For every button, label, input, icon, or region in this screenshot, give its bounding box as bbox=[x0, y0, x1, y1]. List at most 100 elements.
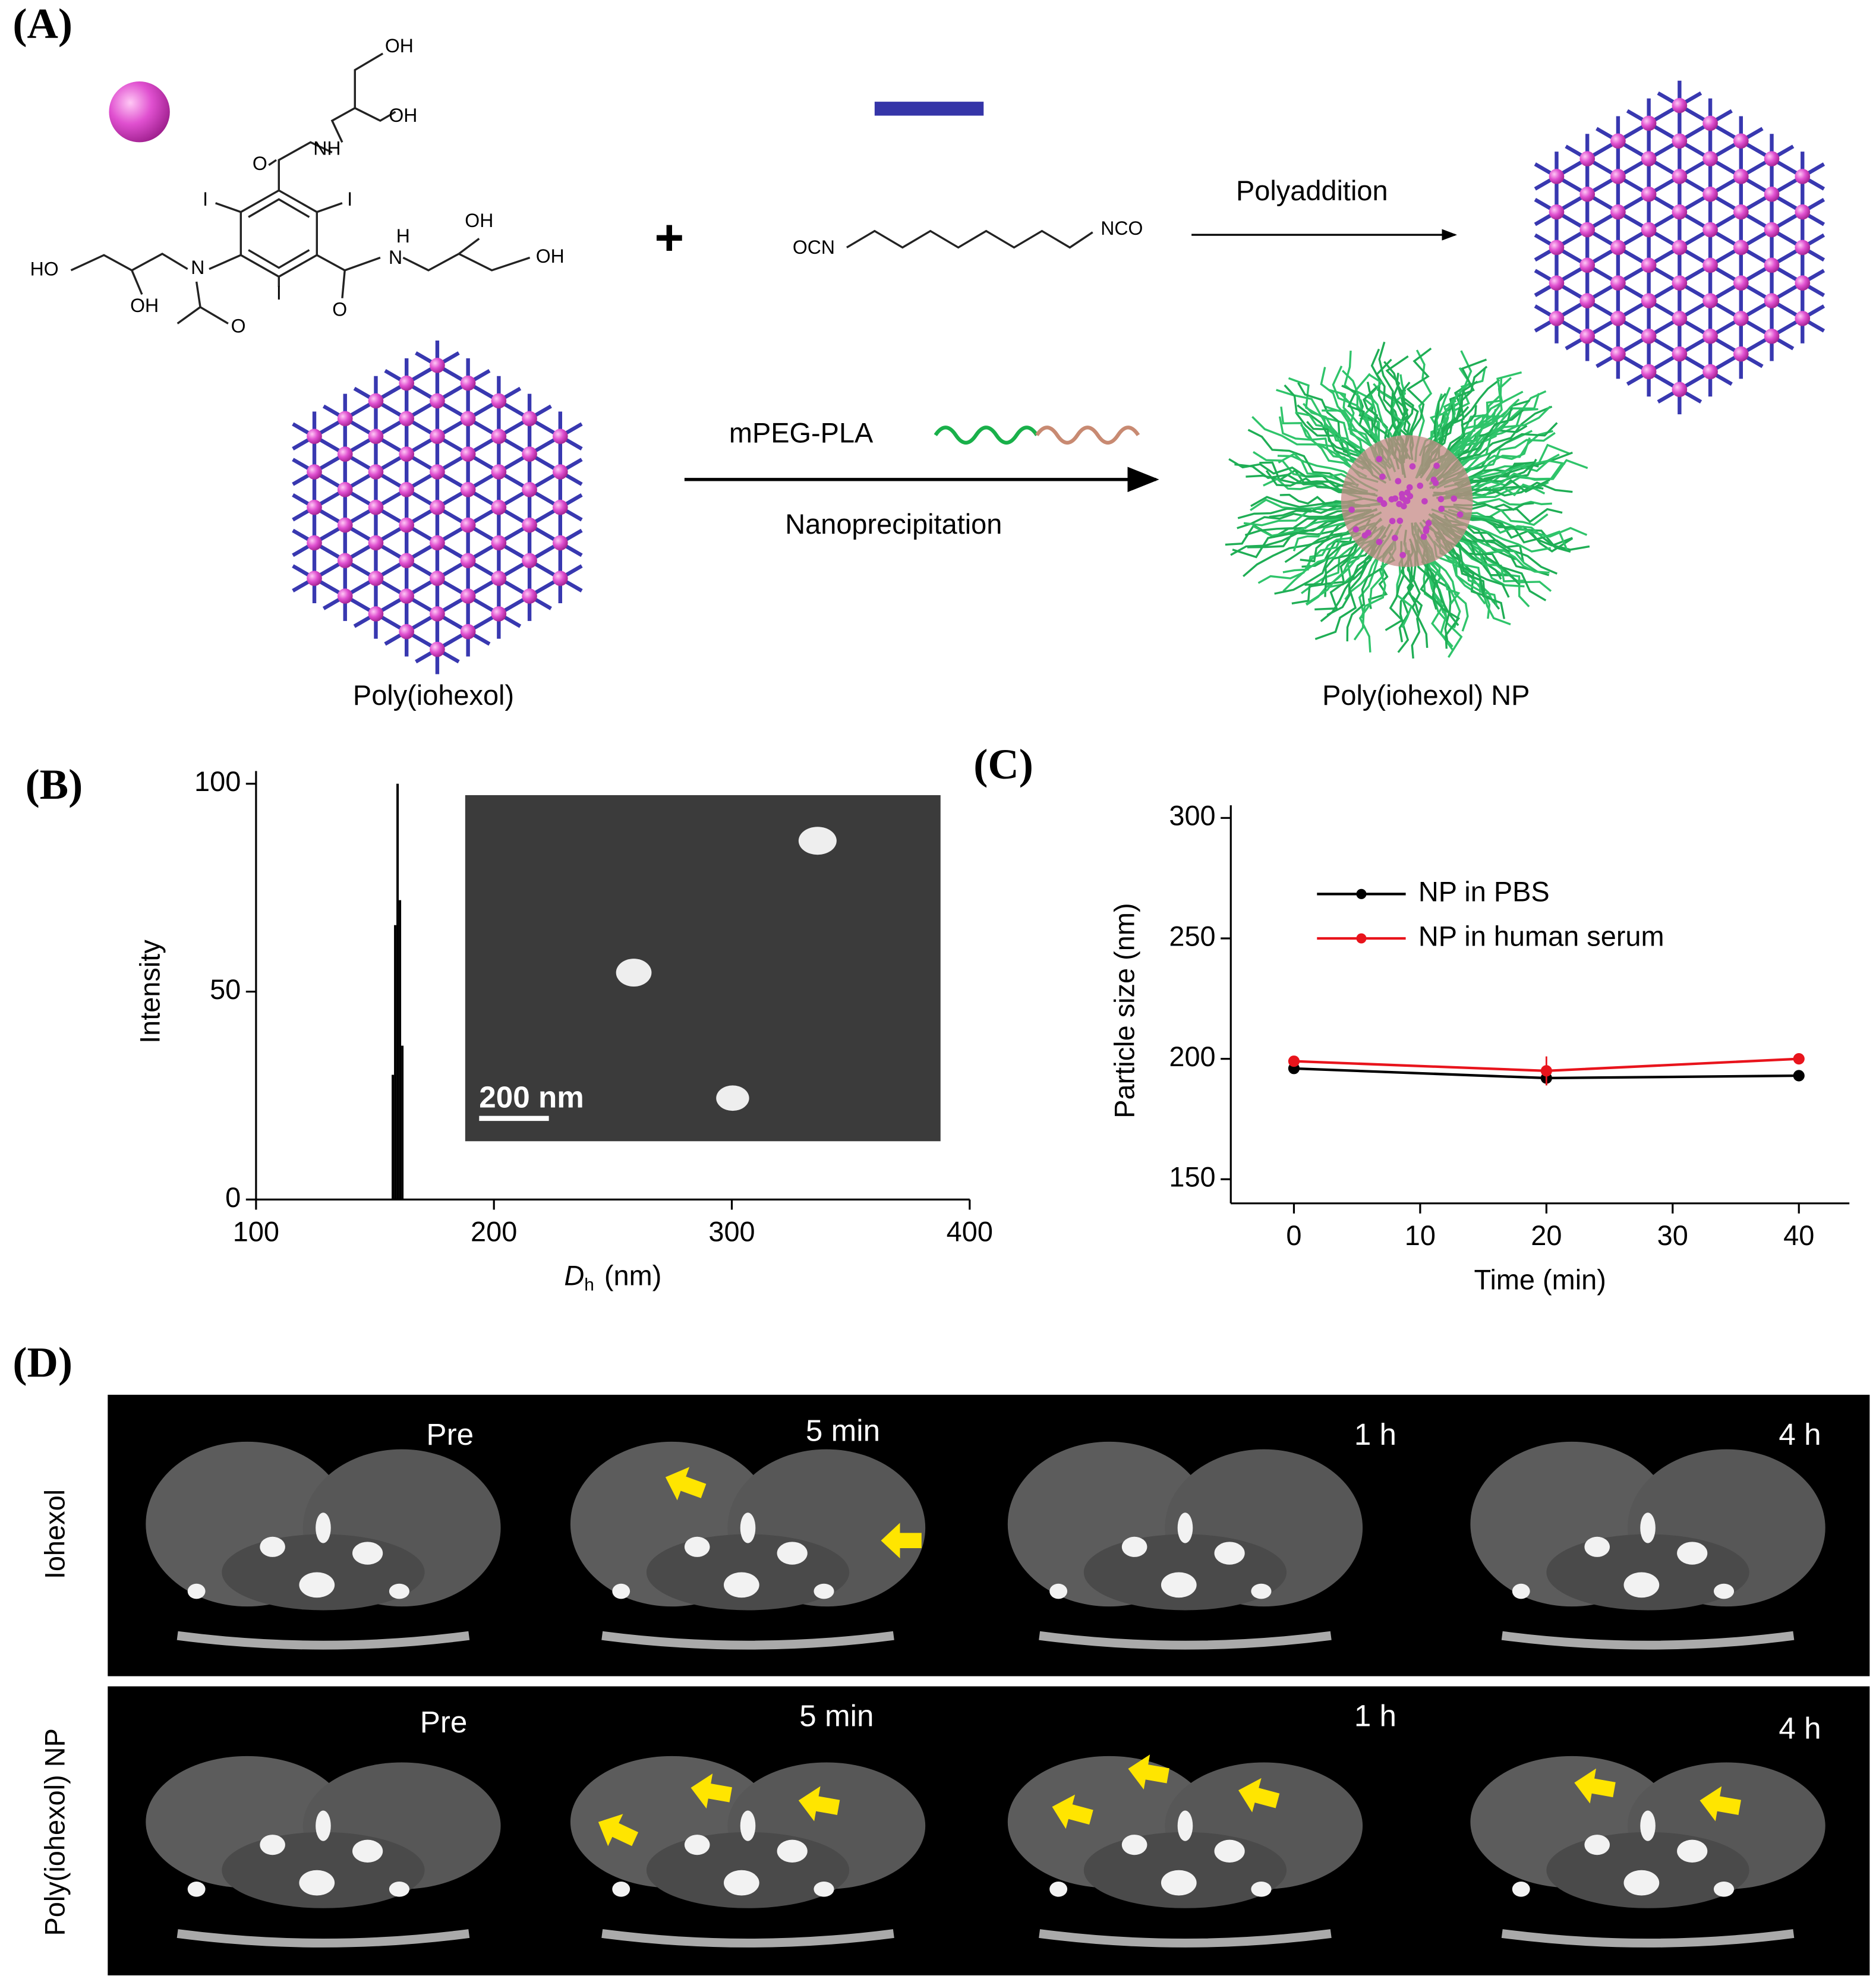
ct-body bbox=[1083, 1534, 1287, 1611]
ct-bone bbox=[1161, 1572, 1197, 1598]
network-node bbox=[1702, 257, 1718, 273]
network-node bbox=[1733, 346, 1749, 362]
network-node bbox=[307, 571, 322, 586]
network-node bbox=[1764, 187, 1780, 202]
histogram-bar bbox=[399, 900, 402, 1200]
ct-bone bbox=[1161, 1870, 1197, 1896]
ct-bone bbox=[1640, 1810, 1656, 1841]
network-node bbox=[1610, 311, 1626, 326]
network-node bbox=[1672, 346, 1688, 362]
network-node bbox=[399, 623, 414, 639]
ct-bone bbox=[612, 1882, 630, 1897]
reagent-label: mPEG-PLA bbox=[729, 418, 874, 449]
ct-bone bbox=[1177, 1810, 1193, 1841]
network-node bbox=[1672, 240, 1688, 256]
network-node bbox=[491, 464, 507, 480]
network-node bbox=[1641, 328, 1657, 344]
indicator-arrow bbox=[598, 1814, 639, 1846]
ct-table bbox=[176, 1631, 470, 1650]
network-node bbox=[1795, 204, 1811, 220]
peg-strand bbox=[1452, 512, 1571, 553]
core-node bbox=[1401, 503, 1407, 510]
ct-bone bbox=[1512, 1583, 1530, 1599]
ct-body bbox=[1083, 1832, 1287, 1908]
network-node bbox=[1764, 222, 1780, 238]
network-node bbox=[553, 571, 568, 586]
ct-image bbox=[1470, 1756, 1825, 1948]
core-node bbox=[1396, 518, 1404, 524]
peg-strand bbox=[1284, 384, 1371, 469]
ct-bone bbox=[612, 1583, 630, 1599]
network-node bbox=[1672, 169, 1688, 184]
step-label: Polyaddition bbox=[1236, 175, 1388, 206]
panel-label: (B) bbox=[26, 760, 83, 808]
atom-label: N bbox=[191, 257, 204, 278]
network-node bbox=[1579, 151, 1595, 166]
ct-bone bbox=[1049, 1583, 1068, 1599]
timepoint-label: 5 min bbox=[799, 1699, 874, 1732]
histogram-bar bbox=[392, 1074, 395, 1200]
network-node bbox=[1795, 169, 1811, 184]
ct-bone bbox=[260, 1835, 285, 1855]
network-node bbox=[1549, 169, 1565, 184]
network-node bbox=[1579, 222, 1595, 238]
atom-label: OH bbox=[536, 245, 565, 267]
network-node bbox=[553, 428, 568, 445]
ct-bone bbox=[1640, 1513, 1656, 1543]
iohexol-structure bbox=[70, 52, 531, 324]
ct-bone bbox=[352, 1542, 383, 1565]
network-node bbox=[491, 571, 507, 586]
network-node bbox=[1641, 364, 1657, 380]
atom-label: I bbox=[203, 188, 208, 210]
core-node bbox=[1395, 478, 1402, 484]
ct-bone bbox=[187, 1583, 206, 1599]
timepoint-label: 5 min bbox=[806, 1413, 880, 1447]
atom-label: OH bbox=[385, 35, 414, 56]
atom-label: OH bbox=[130, 295, 159, 316]
ct-image bbox=[146, 1441, 501, 1650]
atom-label: I bbox=[276, 282, 282, 304]
ct-bone bbox=[1677, 1839, 1708, 1863]
linker-icon bbox=[874, 102, 984, 116]
ct-body bbox=[1546, 1534, 1749, 1611]
ct-bone bbox=[316, 1810, 331, 1841]
peg-strand bbox=[1456, 453, 1560, 487]
ct-table bbox=[1501, 1631, 1795, 1650]
step-label: Nanoprecipitation bbox=[785, 509, 1002, 540]
core-node bbox=[1392, 534, 1398, 541]
network-node bbox=[1610, 169, 1626, 184]
network-node bbox=[1641, 115, 1657, 131]
atom-label: O bbox=[231, 315, 246, 336]
data-point bbox=[1540, 1065, 1552, 1077]
ct-body bbox=[646, 1534, 850, 1611]
network-node bbox=[368, 393, 384, 409]
network-node bbox=[553, 464, 568, 480]
network-node bbox=[430, 606, 445, 622]
ct-bone bbox=[187, 1882, 206, 1897]
network-node bbox=[460, 446, 476, 462]
network-node bbox=[491, 393, 507, 409]
network-node bbox=[460, 517, 476, 533]
y-tick-label: 150 bbox=[1169, 1162, 1215, 1193]
network-node bbox=[337, 588, 353, 604]
ct-table bbox=[176, 1929, 470, 1948]
core-node bbox=[1361, 532, 1369, 539]
legend-marker bbox=[1356, 933, 1367, 944]
peg-strand bbox=[1247, 428, 1359, 486]
core-node bbox=[1389, 518, 1396, 525]
x-tick-label: 400 bbox=[947, 1216, 993, 1247]
network-node bbox=[368, 606, 384, 622]
ct-bone bbox=[1623, 1870, 1660, 1896]
network-node bbox=[1733, 204, 1749, 220]
ct-bone bbox=[684, 1835, 710, 1855]
network-node bbox=[460, 588, 476, 604]
core-node bbox=[1456, 511, 1464, 518]
x-axis-subscript: h bbox=[584, 1275, 594, 1294]
indicator-arrow bbox=[1700, 1786, 1741, 1822]
ct-bone bbox=[814, 1882, 834, 1897]
indicator-arrow bbox=[1574, 1768, 1616, 1804]
network-node bbox=[1672, 204, 1688, 220]
network-node bbox=[337, 446, 353, 462]
diisocyanate-structure bbox=[846, 229, 1093, 249]
network-node bbox=[1764, 257, 1780, 273]
